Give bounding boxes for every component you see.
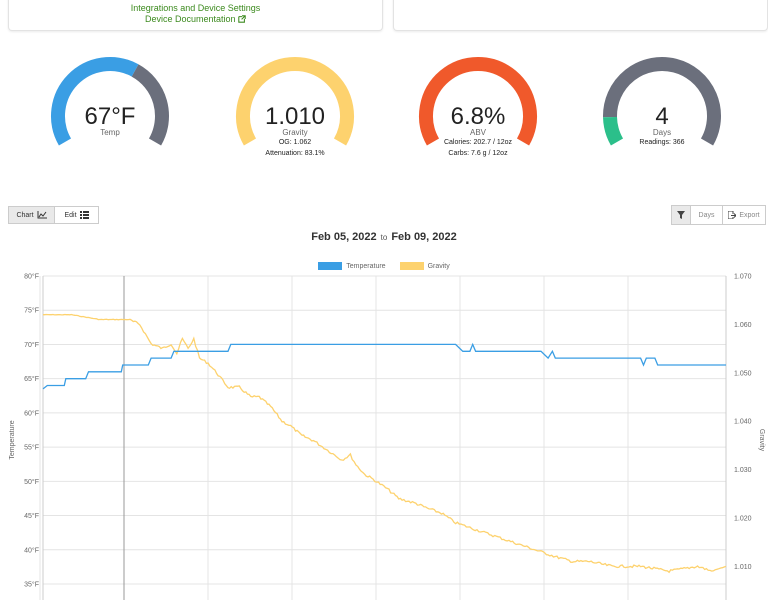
readings-text: Readings: 366: [639, 139, 685, 146]
gravity-series-line: [43, 313, 727, 574]
y-left-tick: 65°F: [24, 375, 39, 383]
legend-temperature-swatch: [318, 262, 343, 270]
gravity-label: Gravity: [282, 128, 308, 137]
y-left-tick: 70°F: [24, 341, 39, 349]
y-left-tick: 45°F: [24, 512, 39, 520]
abv-value: 6.8%: [450, 103, 506, 130]
y-left-tick: 55°F: [24, 444, 39, 452]
y-left-tick: 75°F: [24, 307, 39, 315]
gauge-track: [131, 64, 169, 146]
device-links-card: Integrations and Device Settings Device …: [8, 0, 383, 31]
y-right-tick: 1.050: [734, 370, 752, 377]
y-left-tick: 50°F: [24, 478, 39, 486]
export-button-label: Export: [739, 211, 760, 219]
y-left-title: Temperature: [9, 420, 16, 459]
device-documentation-link[interactable]: Device Documentation: [9, 14, 382, 24]
temp-gauge-arc: [51, 57, 169, 146]
y-right-title: Gravity: [758, 429, 765, 452]
fermentation-chart: 80°F 75°F 70°F 65°F 60°F 55°F 50°F 45°F 40°F 35°F…: [9, 273, 765, 600]
export-button[interactable]: Export: [722, 205, 766, 225]
filter-icon: [677, 211, 685, 219]
integrations-link[interactable]: Integrations and Device Settings: [130, 3, 261, 13]
export-icon: [728, 211, 737, 219]
secondary-card: [393, 0, 768, 31]
y-left-tick: 40°F: [24, 546, 39, 554]
legend-gravity-label: Gravity: [427, 262, 450, 270]
gravity-gauge-arc: [236, 57, 354, 146]
date-range-start: Feb 05, 2022: [311, 231, 377, 243]
legend-gravity-swatch: [399, 262, 424, 270]
gauge-track: [603, 57, 721, 146]
date-range: Feb 05, 2022 to Feb 09, 2022: [0, 231, 768, 243]
y-left-tick: 35°F: [24, 581, 39, 589]
gauge-fill: [51, 57, 139, 146]
date-range-separator: to: [380, 233, 388, 242]
gauge-fill: [236, 57, 354, 146]
temperature-series-line: [42, 342, 726, 390]
legend-gravity[interactable]: Gravity: [399, 262, 450, 270]
gauge-fill: [603, 116, 624, 146]
y-right-tick: 1.020: [734, 515, 752, 522]
legend-temperature-label: Temperature: [346, 262, 386, 270]
days-button[interactable]: Days: [690, 205, 723, 225]
gauge-fill: [419, 57, 537, 146]
filter-button[interactable]: [671, 205, 691, 225]
days-label: Days: [652, 128, 672, 137]
carbs-text: Carbs: 7.6 g / 12oz: [448, 150, 508, 157]
attenuation-text: Attenuation: 83.1%: [265, 150, 325, 157]
date-range-end: Feb 09, 2022: [391, 231, 457, 243]
external-link-icon: [238, 15, 246, 23]
temp-value: 67°F: [84, 103, 136, 130]
list-icon: [79, 211, 89, 219]
y-left-tick: 60°F: [24, 409, 39, 417]
y-left-tick: 80°F: [24, 273, 39, 281]
edit-tab-label: Edit: [64, 211, 77, 219]
og-text: OG: 1.062: [278, 139, 312, 146]
days-gauge-arc: [603, 57, 721, 146]
chart-legend: Temperature Gravity: [0, 262, 768, 270]
temp-label: Temp: [100, 128, 120, 137]
edit-tab-button[interactable]: Edit: [54, 206, 99, 224]
y-right-tick: 1.060: [734, 322, 752, 329]
days-value: 4: [655, 103, 669, 130]
gravity-value: 1.010: [264, 103, 326, 130]
y-right-tick: 1.030: [734, 467, 752, 474]
chart-tab-label: Chart: [16, 211, 34, 219]
y-right-tick: 1.010: [734, 564, 752, 571]
abv-label: ABV: [469, 128, 486, 137]
device-documentation-label: Device Documentation: [144, 14, 236, 24]
y-right-tick: 1.040: [734, 419, 752, 426]
line-chart-icon: [37, 211, 47, 219]
legend-temperature[interactable]: Temperature: [318, 262, 386, 270]
days-button-label: Days: [698, 211, 715, 219]
chart-tab-button[interactable]: Chart: [8, 206, 55, 224]
calories-text: Calories: 202.7 / 12oz: [443, 139, 513, 146]
abv-gauge-arc: [419, 57, 537, 146]
y-right-tick: 1.070: [734, 274, 752, 281]
